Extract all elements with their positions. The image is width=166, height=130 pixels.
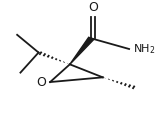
Text: NH$_2$: NH$_2$ [133, 42, 156, 56]
Polygon shape [70, 37, 94, 64]
Text: O: O [36, 76, 46, 89]
Text: O: O [88, 1, 98, 14]
